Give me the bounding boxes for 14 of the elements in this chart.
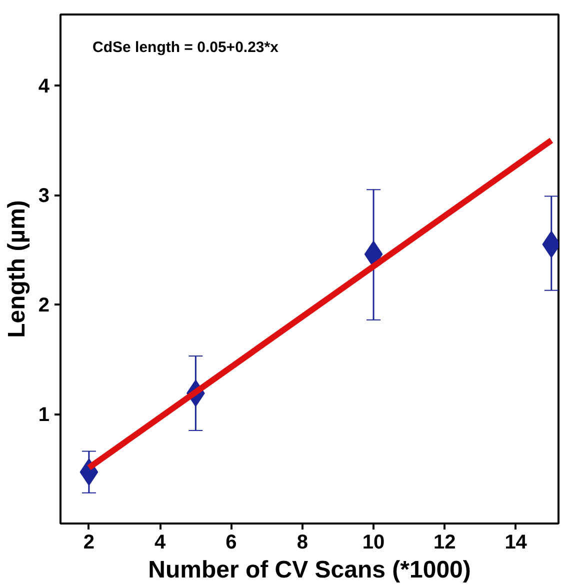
y-tick-label: 2 <box>38 294 50 317</box>
x-tick-label: 4 <box>154 532 167 554</box>
annotation: CdSe length = 0.05+0.23*x <box>92 39 280 56</box>
x-tick-label: 6 <box>226 532 237 554</box>
x-tick-label: 12 <box>434 532 456 554</box>
y-tick-label: 4 <box>38 76 50 98</box>
x-tick-label: 2 <box>83 532 95 554</box>
x-tick-label: 8 <box>296 532 308 554</box>
y-tick-label: 1 <box>38 404 50 426</box>
x-axis-title: Number of CV Scans (*1000) <box>148 556 471 584</box>
y-axis-title: Length (µm) <box>3 200 30 338</box>
x-tick-label: 14 <box>504 532 528 554</box>
y-tick-label: 3 <box>38 185 50 208</box>
x-tick-label: 10 <box>362 532 385 554</box>
